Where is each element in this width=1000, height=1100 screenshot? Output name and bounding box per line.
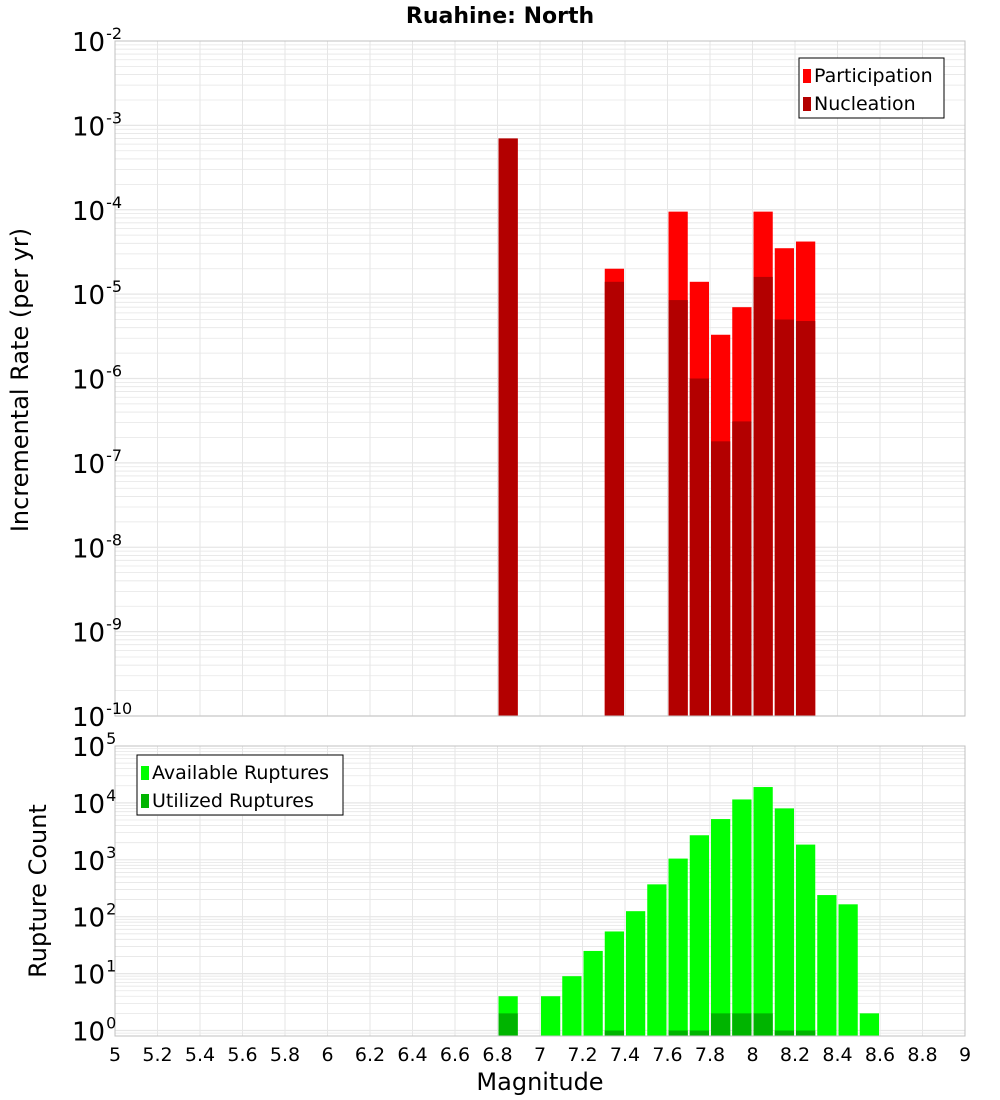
bar-available xyxy=(732,799,752,1036)
legend-swatch xyxy=(141,794,149,808)
bar-available xyxy=(583,950,603,1036)
legend-swatch xyxy=(803,97,811,111)
chart-title: Ruahine: North xyxy=(406,4,594,29)
y-tick-label: 10-10 xyxy=(72,699,132,733)
bar-available xyxy=(711,819,731,1036)
y-tick-label: 10-5 xyxy=(72,277,122,311)
x-tick-label: 9 xyxy=(959,1044,971,1066)
x-tick-labels: 5 5.2 5.4 5.6 5.8 6 6.2 6.4 6.6 6.8 7 7.2 7.4 7.6 7.8 8… xyxy=(109,1044,971,1066)
top-legend: Participation Nucleation xyxy=(798,57,945,119)
bar-nucleation xyxy=(732,421,752,716)
bar-nucleation xyxy=(689,378,709,716)
y-tick-label: 102 xyxy=(72,900,116,934)
legend-box xyxy=(798,57,945,119)
bar-available xyxy=(838,904,858,1036)
y-tick-label: 103 xyxy=(72,843,116,877)
x-tick-label: 5.4 xyxy=(185,1044,215,1066)
bar-available xyxy=(774,808,794,1036)
bar-utilized xyxy=(711,1013,731,1036)
bar-available xyxy=(604,931,624,1036)
x-axis-label: Magnitude xyxy=(476,1068,603,1096)
bar-nucleation xyxy=(774,319,794,716)
bar-available xyxy=(541,996,561,1036)
legend-box xyxy=(136,754,344,816)
legend-label: Participation xyxy=(814,65,933,87)
bar-available xyxy=(859,1013,879,1036)
x-tick-label: 8 xyxy=(746,1044,758,1066)
x-tick-label: 6.4 xyxy=(397,1044,427,1066)
x-tick-label: 7.2 xyxy=(567,1044,597,1066)
x-tick-label: 8.8 xyxy=(907,1044,937,1066)
bar-nucleation xyxy=(498,138,518,717)
top-plot-grid xyxy=(114,41,966,717)
top-plot-frame xyxy=(114,40,966,717)
bottom-y-tick-labels: 105 104 103 102 101 100 xyxy=(72,729,116,1047)
x-tick-label: 5.8 xyxy=(270,1044,300,1066)
bar-available xyxy=(668,858,688,1036)
y-tick-label: 100 xyxy=(72,1013,116,1047)
bottom-plot-bars xyxy=(498,787,879,1036)
x-tick-label: 5.2 xyxy=(142,1044,172,1066)
x-tick-label: 7.8 xyxy=(695,1044,725,1066)
x-tick-label: 8.2 xyxy=(780,1044,810,1066)
bar-nucleation xyxy=(604,281,624,716)
bar-nucleation xyxy=(711,441,731,716)
bar-available xyxy=(626,911,646,1036)
legend-swatch xyxy=(803,69,811,83)
x-tick-label: 8.6 xyxy=(865,1044,895,1066)
x-tick-label: 7 xyxy=(534,1044,546,1066)
top-y-axis-label: Incremental Rate (per yr) xyxy=(6,228,34,532)
bar-available xyxy=(817,895,837,1036)
bar-utilized xyxy=(774,1030,794,1036)
bar-nucleation xyxy=(796,321,816,716)
bar-utilized xyxy=(498,1013,518,1036)
y-tick-label: 104 xyxy=(72,786,116,820)
bottom-plot-frame xyxy=(114,745,966,1037)
bar-available xyxy=(562,976,582,1036)
x-tick-label: 6.2 xyxy=(355,1044,385,1066)
x-tick-label: 6 xyxy=(321,1044,333,1066)
legend-label: Utilized Ruptures xyxy=(152,790,314,812)
x-tick-label: 5 xyxy=(109,1044,121,1066)
legend-swatch xyxy=(141,766,149,780)
legend-label: Available Ruptures xyxy=(152,762,329,784)
bar-nucleation xyxy=(753,276,773,716)
bar-utilized xyxy=(668,1030,688,1036)
y-tick-label: 101 xyxy=(72,957,116,991)
y-tick-label: 105 xyxy=(72,729,116,763)
bar-utilized xyxy=(604,1030,624,1036)
x-tick-label: 7.6 xyxy=(652,1044,682,1066)
x-tick-label: 7.4 xyxy=(610,1044,640,1066)
x-tick-label: 6.8 xyxy=(482,1044,512,1066)
bar-utilized xyxy=(753,1013,773,1036)
bar-available xyxy=(753,787,773,1036)
top-y-tick-labels: 10-210-310-410-510-610-710-810-910-10 xyxy=(72,24,132,733)
legend-label: Nucleation xyxy=(814,93,916,115)
bar-utilized xyxy=(689,1030,709,1036)
bottom-y-axis-label: Rupture Count xyxy=(24,804,52,978)
bar-utilized xyxy=(796,1030,816,1036)
top-plot-bars xyxy=(498,138,816,717)
x-tick-label: 8.4 xyxy=(822,1044,852,1066)
x-tick-label: 6.6 xyxy=(440,1044,470,1066)
x-tick-label: 5.6 xyxy=(227,1044,257,1066)
bar-nucleation xyxy=(668,300,688,716)
bar-available xyxy=(647,884,667,1036)
bar-available xyxy=(796,844,816,1036)
bottom-legend: Available Ruptures Utilized Ruptures xyxy=(136,754,344,816)
bar-utilized xyxy=(732,1013,752,1036)
bar-available xyxy=(689,835,709,1036)
